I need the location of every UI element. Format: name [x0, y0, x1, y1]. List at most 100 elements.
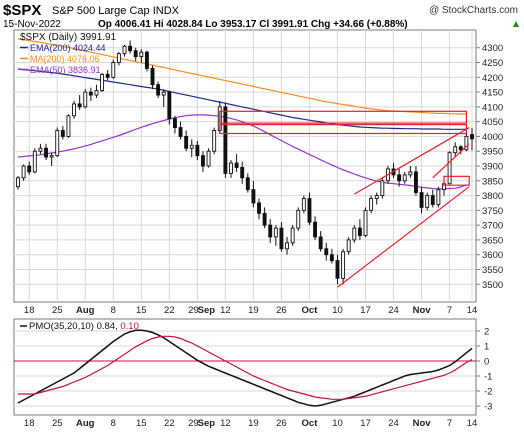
- candle: [60, 126, 65, 140]
- candle: [408, 166, 413, 178]
- date-label: 15-Nov-2022: [3, 19, 61, 30]
- candle: [357, 219, 362, 240]
- candle-body-up: [161, 91, 166, 96]
- date-tick-label: 17: [360, 305, 371, 316]
- pmo-panel: -3 -2 -1 0 1 2 PMO(35,20,10) 0.84, 0.10: [13, 318, 492, 416]
- pmo-grid: [14, 330, 476, 407]
- candle-body-down: [167, 91, 172, 120]
- candle-body-down: [172, 118, 177, 129]
- candle-body-up: [38, 147, 43, 152]
- candle: [184, 130, 189, 152]
- date-tick-label: 29: [188, 418, 199, 429]
- candle-body-up: [122, 45, 127, 55]
- candle: [128, 40, 133, 54]
- candle: [430, 189, 435, 208]
- candle: [273, 225, 278, 246]
- price-tick-label: 4050: [482, 117, 503, 128]
- watermark-label: @ StockCharts.com: [429, 5, 518, 16]
- price-annotations: [219, 110, 470, 288]
- candle: [464, 133, 469, 152]
- candle-body-up: [49, 155, 54, 158]
- candle: [94, 84, 99, 98]
- pmo-lines: [17, 329, 473, 407]
- candle-body-up: [66, 115, 71, 137]
- candle-body-up: [301, 198, 306, 211]
- candle: [172, 115, 177, 134]
- candle-body-up: [55, 130, 60, 157]
- candle: [83, 89, 88, 109]
- candle: [100, 72, 105, 93]
- candle: [133, 47, 138, 62]
- candle: [206, 148, 211, 168]
- pmo-tick-label: -3: [484, 402, 492, 413]
- candle: [313, 216, 318, 240]
- candle-body-up: [273, 227, 278, 238]
- date-tick-label: 14: [467, 305, 478, 316]
- candle: [44, 143, 48, 161]
- candle-body-down: [105, 73, 110, 78]
- candle-body-down: [77, 103, 82, 108]
- candle-body-down: [88, 91, 93, 96]
- candle: [234, 154, 239, 172]
- candle-body-down: [245, 177, 250, 191]
- date-tick-label: Aug: [76, 305, 95, 316]
- candle: [150, 65, 155, 90]
- price-tick-label: 3600: [482, 250, 503, 261]
- candle-body-up: [83, 91, 88, 108]
- candle-body-up: [206, 150, 211, 167]
- candle-body-up: [374, 195, 379, 199]
- candle-body-down: [128, 45, 133, 52]
- date-tick-label: 24: [388, 418, 399, 429]
- candle-body-up: [341, 251, 346, 279]
- date-tick-label: 7: [447, 305, 452, 316]
- candle: [72, 100, 76, 119]
- candle-body-down: [27, 165, 32, 173]
- candle: [21, 164, 26, 181]
- candle-body-up: [285, 242, 289, 250]
- date-tick-label: Sep: [198, 305, 216, 316]
- candle-body-down: [240, 167, 245, 179]
- candle-body-up: [100, 73, 105, 92]
- signal-legend-value: 0.10: [120, 321, 139, 332]
- pmo-legend-value: PMO(35,20,10) 0.84,: [29, 321, 120, 332]
- candle: [453, 142, 458, 158]
- candle: [324, 242, 329, 261]
- candle: [144, 50, 149, 72]
- candle-body-down: [150, 67, 155, 86]
- candle: [346, 236, 351, 255]
- candle: [251, 180, 256, 208]
- series-line-pmo: [17, 329, 473, 407]
- price-candles: [16, 40, 474, 285]
- price-tick-label: 3750: [482, 206, 503, 217]
- date-tick-label: Oct: [302, 418, 319, 429]
- candle-body-up: [402, 174, 407, 182]
- candle: [122, 44, 127, 57]
- candle-body-up: [352, 227, 357, 241]
- candle-body-down: [414, 171, 418, 194]
- candle: [419, 186, 424, 214]
- candle-body-down: [357, 227, 362, 236]
- series-line-ema200: [17, 68, 467, 130]
- candle: [32, 148, 37, 174]
- series-line-ema50: [17, 114, 467, 190]
- candle-body-down: [329, 254, 334, 262]
- date-tick-label: Sep: [198, 418, 216, 429]
- candle: [55, 127, 60, 158]
- date-tick-label: 26: [276, 305, 287, 316]
- candle: [245, 173, 250, 193]
- price-tick-label: 3800: [482, 191, 503, 202]
- candle-body-up: [229, 162, 233, 174]
- pmo-panel-frame: [13, 318, 477, 416]
- price-tick-label: 3850: [482, 176, 503, 187]
- candle-body-up: [436, 189, 441, 205]
- candle-body-down: [257, 202, 261, 214]
- candle-body-down: [251, 189, 256, 204]
- date-tick-label: 15: [136, 305, 147, 316]
- date-tick-label: 14: [467, 418, 478, 429]
- price-tick-label: 4300: [482, 43, 503, 54]
- candle: [223, 102, 228, 178]
- candle-body-up: [32, 150, 37, 173]
- symbol-label: $SPX: [3, 2, 41, 19]
